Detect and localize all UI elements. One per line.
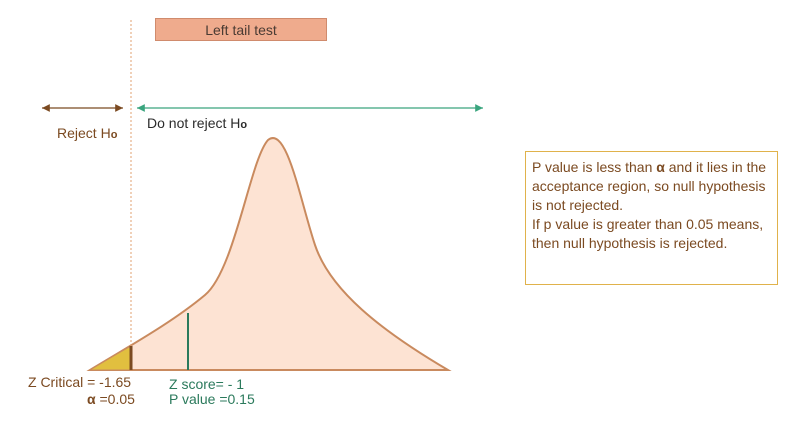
distribution-curve [86,137,452,371]
accept-label-text: Do not reject H [147,115,241,131]
z-critical-text: Z Critical = -1.65 [28,374,132,390]
p-value-label: P value =0.15 [169,391,255,407]
accept-label: Do not reject Ho [147,115,247,131]
note-paragraph-2: If p value is greater than 0.05 means, t… [532,215,771,253]
note-alpha-symbol: α [656,159,665,175]
p-value-text: P value =0.15 [169,391,255,407]
alpha-symbol: α [87,391,96,407]
z-score-text: Z score= - 1 [169,376,245,392]
z-critical-label: Z Critical = -1.65 [28,374,131,390]
note-line1-pre: P value is less than [532,159,657,175]
rejection-region [88,345,132,371]
alpha-label: α =0.05 [87,391,135,407]
reject-label-text: Reject H [57,125,111,141]
note-line2: If p value is greater than 0.05 means, t… [532,216,764,251]
note-line1-post: and it lies in the acceptance region, so… [532,159,767,213]
alpha-value: =0.05 [95,391,135,407]
title-text: Left tail test [205,21,277,38]
z-score-label: Z score= - 1 [169,376,244,392]
accept-label-sub: o [240,119,248,131]
title-box: Left tail test [155,18,327,41]
note-box: P value is less than α and it lies in th… [525,151,778,285]
note-paragraph-1: P value is less than α and it lies in th… [532,158,771,215]
reject-label: Reject Ho [57,125,117,141]
reject-label-sub: o [110,129,118,141]
